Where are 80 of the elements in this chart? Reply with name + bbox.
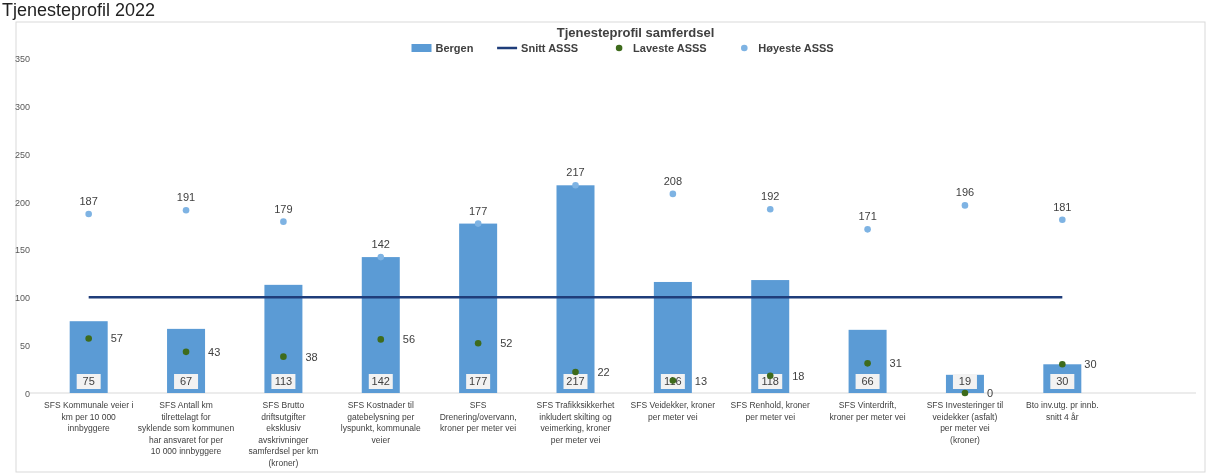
data-label: 30	[1084, 358, 1097, 371]
x-tick-label: SFS Kostnader til gatebelysning per lyspunkt, kommunale veier	[340, 400, 421, 445]
data-label: 19	[958, 375, 972, 387]
data-label: 66	[861, 375, 874, 387]
legend-label: Høyeste ASSS	[758, 42, 834, 54]
point	[474, 339, 482, 347]
x-tick-label: Bto inv.utg. pr innb. snitt 4 år	[1026, 400, 1099, 422]
point	[85, 335, 92, 342]
data-label: 38	[305, 350, 318, 363]
y-tick-label: 200	[14, 197, 30, 208]
legend-label: Snitt ASSS	[521, 42, 579, 54]
y-tick-label: 300	[14, 101, 30, 112]
data-label: 30	[1056, 375, 1069, 387]
y-tick-label: 100	[14, 293, 30, 304]
point	[1059, 216, 1066, 224]
data-label: 181	[1053, 200, 1072, 213]
point	[766, 205, 774, 213]
data-label: 67	[179, 375, 193, 387]
y-tick-label: 250	[14, 149, 30, 160]
point	[864, 360, 871, 367]
x-tick-label: SFS Investeringer til veidekker (asfalt) per meter vei (kroner)	[926, 400, 1004, 445]
point	[1059, 360, 1066, 368]
data-label: 196	[955, 186, 975, 199]
data-label: 171	[858, 210, 877, 223]
point	[669, 190, 677, 198]
data-label: 142	[371, 375, 390, 387]
x-tick-label: SFS Drenering/overvann, kroner per meter vei	[439, 400, 517, 433]
x-tick-label: SFS Brutto driftsutgifter eksklusiv avskrivninger samferdsel per km (kroner)	[248, 400, 319, 468]
data-label: 75	[82, 375, 95, 387]
data-label: 191	[176, 191, 196, 204]
y-tick-label: 50	[19, 341, 30, 352]
point	[961, 202, 969, 209]
point	[182, 206, 190, 214]
point	[280, 218, 287, 225]
data-label: 18	[792, 369, 805, 382]
point	[864, 226, 871, 233]
data-label: 31	[889, 357, 902, 370]
legend-label: Laveste ASSS	[633, 42, 707, 54]
x-tick-label: SFS Veidekker, kroner per meter vei	[630, 400, 716, 422]
point	[474, 220, 482, 227]
bar	[361, 257, 400, 393]
data-label: 13	[694, 374, 708, 387]
x-tick-label: SFS Kommunale veier i km per 10 000 innbyggere	[44, 400, 134, 433]
x-tick-label: SFS Vinterdrift, kroner per meter vei	[829, 400, 906, 422]
data-label: 192	[761, 190, 780, 203]
y-tick-label: 350	[14, 54, 30, 64]
x-tick-label: SFS Renhold, kroner per meter vei	[730, 400, 811, 422]
data-label: 187	[79, 195, 98, 208]
data-label: 179	[274, 202, 293, 215]
chart-title: Tjenesteprofil samferdsel	[556, 25, 715, 40]
point	[572, 182, 579, 189]
point	[85, 210, 92, 218]
data-label: 57	[110, 332, 123, 345]
data-label: 208	[663, 174, 683, 187]
data-label: 56	[402, 333, 416, 346]
data-label: 52	[500, 337, 513, 350]
data-label: 22	[597, 365, 610, 378]
legend-label: Bergen	[435, 42, 474, 54]
data-label: 0	[986, 387, 994, 399]
x-tick-label: SFS Antall km tilrettelagt for syklende som kommunen har ansvaret for per 10 000 innbyggere	[137, 400, 235, 456]
x-tick-label: SFS Trafikksikkerhet inkludert skilting og veimerking, kroner per meter vei	[536, 400, 616, 445]
point	[280, 353, 287, 360]
point	[377, 253, 385, 261]
data-label: 217	[566, 375, 585, 387]
y-tick-label: 0	[24, 389, 30, 399]
data-label: 43	[208, 345, 221, 358]
bar	[556, 185, 595, 393]
data-label: 177	[468, 204, 488, 217]
text: Tjenesteprofil 2022	[2, 0, 156, 20]
data-label: 113	[274, 375, 293, 387]
data-label: 217	[566, 166, 585, 179]
point	[961, 389, 969, 397]
data-label: 118	[761, 375, 779, 387]
y-tick-label: 150	[14, 245, 30, 256]
point	[182, 348, 190, 356]
point	[572, 368, 579, 376]
data-label: 142	[371, 238, 390, 251]
data-label: 177	[468, 375, 488, 387]
point	[377, 336, 385, 343]
bar	[459, 223, 498, 393]
